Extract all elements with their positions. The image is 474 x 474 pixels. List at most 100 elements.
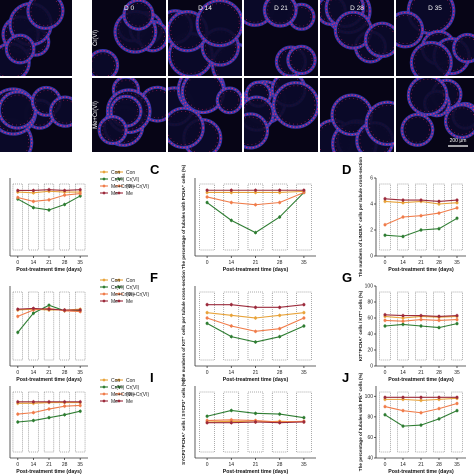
legend-label: Con [111, 378, 120, 384]
x-tick-label: 28 [436, 260, 442, 266]
timepoint-box [59, 183, 70, 251]
x-tick-label: 21 [418, 370, 424, 376]
x-axis-title: Post-treatment time (days) [388, 267, 454, 273]
x-tick-label: 14 [31, 260, 37, 266]
y-tick-label: 6 [370, 176, 373, 182]
legend-label: Cr(VI) [111, 177, 125, 183]
y-tick-label: 20 [367, 348, 373, 354]
timepoint-box [59, 291, 70, 361]
x-tick-label: 35 [77, 370, 83, 376]
timepoint-box [247, 183, 264, 251]
y-tick-label: 0 [370, 364, 373, 370]
timepoint-box [75, 183, 86, 251]
y-tick-label: 80 [367, 300, 373, 306]
y-tick-label: 2 [370, 228, 373, 234]
legend-label: Me+Cr(VI) [111, 184, 135, 190]
day-label: D 21 [274, 5, 288, 12]
legend-label: Me [126, 399, 133, 405]
legend-marker [102, 385, 106, 389]
timepoint-box [28, 391, 39, 453]
x-tick-label: 35 [301, 462, 307, 468]
legend-label: Con [111, 170, 120, 176]
timepoint-box [59, 391, 70, 453]
y-axis-title: KIT⁺PCNA⁺ cells / KIT⁺ cells (%) [358, 290, 363, 361]
legend-label: Me+Cr(VI) [126, 392, 150, 398]
y-tick-label: 100 [365, 394, 374, 400]
legend-marker [117, 191, 121, 195]
legend-label: Me [111, 299, 118, 305]
x-tick-label: 28 [277, 370, 283, 376]
legend-marker [117, 278, 121, 282]
micrograph-tile [244, 78, 318, 152]
panel-label: C [150, 162, 160, 177]
x-tick-label: 28 [436, 462, 442, 468]
legend-marker [102, 392, 106, 396]
row-label: Me+Cr(VI) [93, 101, 99, 129]
x-tick-label: 14 [229, 462, 235, 468]
legend-label: Cr(VI) [126, 177, 140, 183]
micrograph-tile [0, 0, 72, 76]
x-tick-label: 14 [400, 370, 406, 376]
legend-marker [117, 285, 121, 289]
timepoint-box [28, 291, 39, 361]
timepoint-box [75, 291, 86, 361]
x-tick-label: 21 [418, 260, 424, 266]
micrograph-tile [396, 78, 474, 152]
x-tick-label: 0 [384, 260, 387, 266]
timepoint-box [199, 183, 215, 251]
x-tick-label: 14 [400, 462, 406, 468]
microscopy-image-grid: D 0 D 14 D 21 D 28 D 35 Cr(VI) Me+Cr(VI) 200 μm [0, 0, 474, 152]
legend-label: Cr(VI) [126, 385, 140, 391]
micrograph-tile [92, 78, 166, 152]
y-axis-title: SYCP3⁺PCNA⁺ cells / SYCP3⁺ cells (%) [181, 379, 186, 465]
legend-marker [102, 378, 106, 382]
legend-label: Con [126, 378, 135, 384]
timepoint-box [43, 391, 55, 453]
legend-marker [117, 184, 121, 188]
legend-marker [102, 399, 106, 403]
x-tick-label: 35 [454, 462, 460, 468]
x-tick-label: 0 [206, 260, 209, 266]
x-tick-label: 21 [253, 260, 259, 266]
legend-label: Con [126, 278, 135, 284]
y-axis-title: The numbers of KIT⁺ cells per tubule cro… [181, 270, 186, 382]
panel-label: D [342, 162, 351, 177]
x-tick-label: 21 [46, 462, 52, 468]
legend-marker [117, 392, 121, 396]
legend-label: Me [111, 399, 118, 405]
legend-label: Con [111, 278, 120, 284]
day-label: D 35 [428, 5, 442, 12]
timepoint-box [199, 391, 215, 453]
x-tick-label: 21 [46, 370, 52, 376]
x-tick-label: 14 [31, 370, 37, 376]
legend-marker [102, 285, 106, 289]
y-axis-title: The percentage of tubules with Ptk⁺ cell… [358, 372, 363, 471]
legend-label: Me [111, 191, 118, 197]
x-tick-label: 35 [77, 462, 83, 468]
x-tick-label: 35 [77, 260, 83, 266]
y-tick-label: 60 [367, 316, 373, 322]
timepoint-box [433, 291, 445, 361]
day-label: D 0 [124, 5, 135, 12]
timepoint-box [75, 391, 86, 453]
legend-marker [102, 292, 106, 296]
timepoint-box [271, 183, 288, 251]
timepoint-box [451, 183, 463, 251]
y-axis-title: The percentage of tubules with PCNA⁺ cel… [181, 164, 186, 269]
timepoint-box [223, 183, 240, 251]
x-tick-label: 0 [384, 462, 387, 468]
x-tick-label: 28 [436, 370, 442, 376]
timepoint-box [43, 291, 55, 361]
legend-label: Me+Cr(VI) [111, 392, 135, 398]
x-axis-title: Post-treatment time (days) [223, 469, 289, 474]
legend-marker [117, 177, 121, 181]
micrograph-tile [168, 0, 242, 76]
chart-panel: 0 14 21 28 35 Post-treatment time (days) The n… [115, 270, 316, 383]
legend-marker [117, 292, 121, 296]
